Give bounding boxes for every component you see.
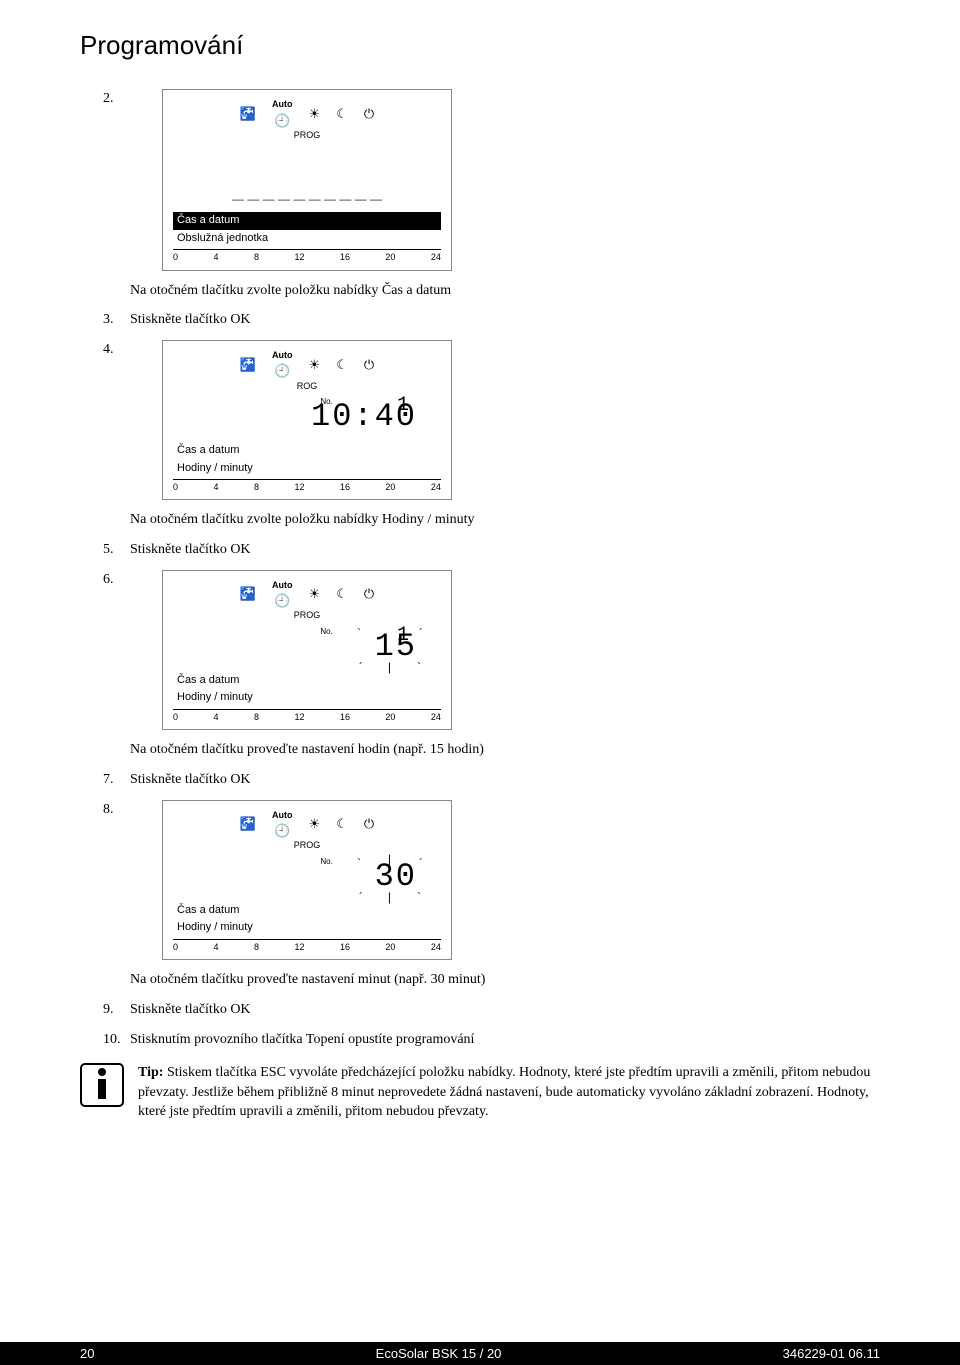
blink-mark: ´ <box>359 659 363 676</box>
sun-icon: ☀ <box>309 105 321 123</box>
clock-icon: 🕘 <box>274 822 290 840</box>
power-icon: ⏻ <box>364 105 374 123</box>
blink-mark: ´ <box>419 625 423 642</box>
power-icon: ⏻ <box>364 585 374 603</box>
time-axis: 04812162024 <box>173 479 441 494</box>
clock-icon: 🕘 <box>274 112 290 130</box>
step-num-2: 2. <box>103 89 114 109</box>
step-text: Na otočném tlačítku zvolte položku nabíd… <box>130 283 451 298</box>
blink-mark: | <box>388 659 391 676</box>
step-text: Na otočném tlačítku proveďte nastavení m… <box>130 972 485 987</box>
step-text: Stisknutím provozního tlačítka Topení op… <box>130 1032 474 1047</box>
blink-mark: ` <box>357 855 361 872</box>
step-text: Stiskněte tlačítko OK <box>130 542 251 557</box>
menu-line2: Hodiny / minuty <box>173 460 441 477</box>
menu-line2: Hodiny / minuty <box>173 689 441 706</box>
tip-body: Stiskem tlačítka ESC vyvoláte předcházej… <box>138 1065 870 1119</box>
prog-label: PROG <box>173 609 441 622</box>
no-label: No. <box>320 626 332 637</box>
seg-hours: 15 <box>375 625 417 670</box>
step-text: Stiskněte tlačítko OK <box>130 772 251 787</box>
menu-line2: Obslužná jednotka <box>173 230 441 247</box>
power-icon: ⏻ <box>364 815 374 833</box>
step-text: Stiskněte tlačítko OK <box>130 312 251 327</box>
step-num-10: 10. <box>103 1030 121 1050</box>
power-icon: ⏻ <box>364 356 374 374</box>
auto-label: Auto <box>272 98 293 111</box>
menu-line1: Čas a datum <box>173 442 441 459</box>
step-num-8: 8. <box>103 800 114 820</box>
menu-line1: Čas a datum <box>173 672 441 689</box>
lcd-display-4: 🚰 Auto🕘 ☀ ☾ ⏻ PROG No. ` | ´ 30 ´ | ` <box>162 800 452 961</box>
time-axis: 04812162024 <box>173 939 441 954</box>
step-text: Na otočném tlačítku proveďte nastavení h… <box>130 742 484 757</box>
moon-icon: ☾ <box>336 815 348 833</box>
step-num-5: 5. <box>103 540 114 560</box>
blink-mark: ´ <box>419 855 423 872</box>
tap-icon: 🚰 <box>240 356 256 374</box>
moon-icon: ☾ <box>336 356 348 374</box>
footer-center: EcoSolar BSK 15 / 20 <box>376 1346 502 1361</box>
clock-icon: 🕘 <box>274 362 290 380</box>
step-text: Na otočném tlačítku zvolte položku nabíd… <box>130 512 475 527</box>
moon-icon: ☾ <box>336 105 348 123</box>
lcd-display-2: 🚰 Auto🕘 ☀ ☾ ⏻ ROG No. 1 10:40 Čas a datu… <box>162 340 452 501</box>
blink-mark: | <box>388 889 391 906</box>
auto-label: Auto <box>272 809 293 822</box>
prog-label: PROG <box>173 839 441 852</box>
step-num-9: 9. <box>103 1000 114 1020</box>
sun-icon: ☀ <box>309 815 321 833</box>
seg-minutes: 30 <box>375 855 417 900</box>
page-title: Programování <box>80 30 880 61</box>
blink-mark: ` <box>357 625 361 642</box>
auto-label: Auto <box>272 349 293 362</box>
step-text: Stiskněte tlačítko OK <box>130 1002 251 1017</box>
footer-page: 20 <box>80 1346 94 1361</box>
tap-icon: 🚰 <box>240 585 256 603</box>
footer-right: 346229-01 06.11 <box>783 1346 880 1361</box>
menu-line1: Čas a datum <box>173 212 441 229</box>
sun-icon: ☀ <box>309 356 321 374</box>
blink-mark: ` <box>417 889 421 906</box>
page-footer: 20 EcoSolar BSK 15 / 20 346229-01 06.11 <box>0 1342 960 1365</box>
lcd-display-1: 🚰 Auto🕘 ☀ ☾ ⏻ PROG — — — — — — — — — — Č… <box>162 89 452 271</box>
menu-line1: Čas a datum <box>173 902 441 919</box>
no-label: No. <box>320 856 332 867</box>
blink-mark: ` <box>417 659 421 676</box>
prog-label: ROG <box>173 380 441 393</box>
tap-icon: 🚰 <box>240 815 256 833</box>
auto-label: Auto <box>272 579 293 592</box>
tip-paragraph: Tip: Stiskem tlačítka ESC vyvoláte předc… <box>138 1063 880 1122</box>
prog-label: PROG <box>173 129 441 142</box>
tip-bold: Tip: <box>138 1065 163 1080</box>
step-num-4: 4. <box>103 340 114 360</box>
step-num-3: 3. <box>103 310 114 330</box>
menu-line2: Hodiny / minuty <box>173 919 441 936</box>
dashes: — — — — — — — — — — <box>173 191 441 208</box>
blink-mark: ´ <box>359 889 363 906</box>
seg-time: 10:40 <box>311 395 417 440</box>
moon-icon: ☾ <box>336 585 348 603</box>
clock-icon: 🕘 <box>274 592 290 610</box>
info-icon <box>80 1063 124 1107</box>
step-num-7: 7. <box>103 770 114 790</box>
step-num-6: 6. <box>103 570 114 590</box>
time-axis: 04812162024 <box>173 249 441 264</box>
sun-icon: ☀ <box>309 585 321 603</box>
time-axis: 04812162024 <box>173 709 441 724</box>
tap-icon: 🚰 <box>240 105 256 123</box>
lcd-display-3: 🚰 Auto🕘 ☀ ☾ ⏻ PROG No. 1 ` ´ 15 ´ | ` <box>162 570 452 731</box>
